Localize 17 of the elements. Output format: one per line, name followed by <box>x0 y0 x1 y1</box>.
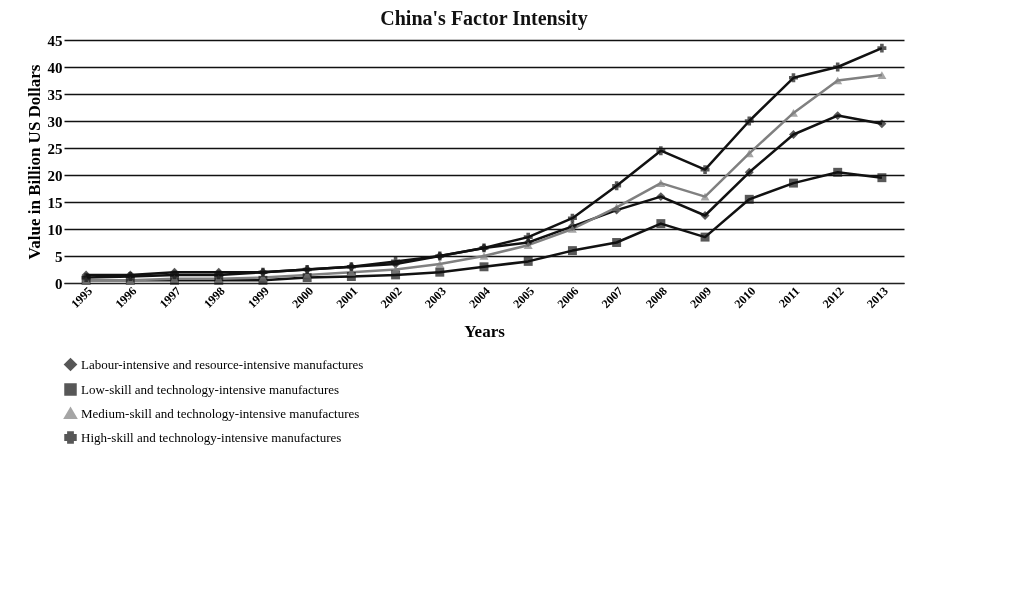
x-axis-title: Years <box>464 322 506 342</box>
y-tick-label: 20 <box>47 167 63 184</box>
legend-label: Medium-skill and technology-intensive manufactures <box>81 405 360 421</box>
y-tick-label: 25 <box>47 140 63 157</box>
y-tick-label: 45 <box>47 32 63 49</box>
y-tick-label: 15 <box>47 194 63 211</box>
y-tick-label: 35 <box>47 86 63 103</box>
chart-title: China's Factor Intensity <box>380 7 588 30</box>
y-tick-label: 5 <box>55 248 63 265</box>
y-tick-label: 10 <box>47 221 63 238</box>
y-axis-title: Value in Billion US Dollars <box>24 64 44 260</box>
y-tick-label: 40 <box>47 59 63 76</box>
y-tick-label: 0 <box>55 275 63 292</box>
legend-label: Low-skill and technology-intensive manufactures <box>81 381 340 397</box>
y-tick-label: 30 <box>47 113 63 130</box>
legend-label: Labour-intensive and resource-intensive manufactures <box>81 356 364 372</box>
legend-label: High-skill and technology-intensive manufactures <box>81 429 342 445</box>
